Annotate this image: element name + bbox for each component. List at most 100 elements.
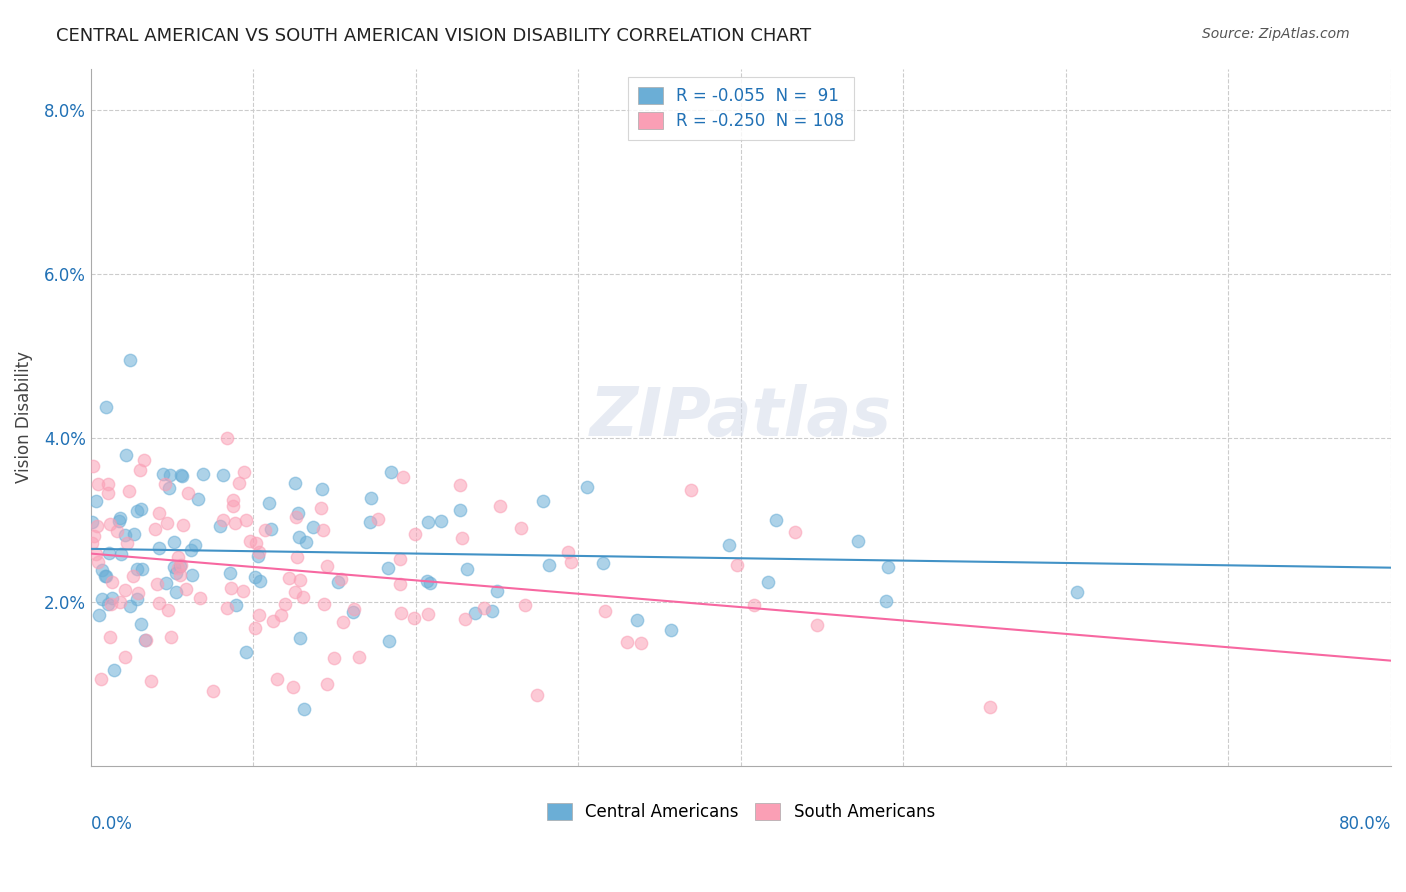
South Americans [392, 470, 415, 484]
Central Americans [218, 566, 240, 581]
Central Americans [246, 549, 269, 563]
South Americans [347, 650, 370, 665]
Central Americans [718, 538, 741, 552]
South Americans [284, 585, 307, 599]
Central Americans [134, 632, 156, 647]
South Americans [322, 650, 344, 665]
South Americans [110, 595, 132, 609]
South Americans [232, 584, 254, 599]
Central Americans [531, 494, 554, 508]
Central Americans [162, 559, 184, 574]
Central Americans [292, 702, 315, 716]
South Americans [489, 500, 512, 514]
Central Americans [110, 548, 132, 562]
Central Americans [360, 491, 382, 505]
South Americans [274, 597, 297, 611]
South Americans [283, 680, 305, 694]
South Americans [367, 512, 389, 526]
South Americans [139, 673, 162, 688]
Text: 0.0%: 0.0% [91, 815, 132, 833]
Central Americans [127, 561, 149, 575]
South Americans [212, 513, 235, 527]
South Americans [122, 569, 145, 583]
South Americans [167, 549, 190, 564]
Central Americans [122, 526, 145, 541]
South Americans [97, 485, 120, 500]
South Americans [132, 452, 155, 467]
South Americans [134, 633, 156, 648]
Central Americans [114, 449, 136, 463]
Central Americans [84, 494, 107, 508]
South Americans [247, 608, 270, 623]
Central Americans [464, 606, 486, 620]
Text: Source: ZipAtlas.com: Source: ZipAtlas.com [1202, 27, 1350, 41]
South Americans [526, 688, 548, 702]
South Americans [146, 577, 169, 591]
Central Americans [208, 519, 231, 533]
South Americans [979, 700, 1001, 714]
Central Americans [359, 516, 381, 530]
Central Americans [118, 352, 141, 367]
Central Americans [311, 482, 333, 496]
South Americans [309, 500, 332, 515]
Central Americans [288, 632, 311, 646]
South Americans [474, 601, 496, 615]
South Americans [513, 598, 536, 612]
Central Americans [257, 496, 280, 510]
Central Americans [131, 561, 153, 575]
South Americans [219, 582, 242, 596]
Central Americans [295, 535, 318, 549]
Central Americans [302, 520, 325, 534]
South Americans [681, 483, 703, 498]
South Americans [114, 582, 136, 597]
South Americans [451, 531, 474, 545]
South Americans [284, 510, 307, 524]
South Americans [114, 649, 136, 664]
South Americans [80, 536, 103, 550]
South Americans [239, 534, 262, 549]
South Americans [312, 597, 335, 611]
South Americans [90, 672, 112, 686]
South Americans [785, 524, 807, 539]
South Americans [177, 486, 200, 500]
South Americans [174, 582, 197, 597]
Central Americans [187, 491, 209, 506]
Central Americans [169, 559, 191, 574]
South Americans [83, 529, 105, 543]
South Americans [169, 567, 191, 582]
South Americans [449, 477, 471, 491]
South Americans [454, 612, 477, 626]
Central Americans [877, 559, 900, 574]
Central Americans [249, 574, 271, 588]
South Americans [82, 458, 104, 473]
South Americans [86, 519, 108, 533]
Text: 80.0%: 80.0% [1339, 815, 1391, 833]
Central Americans [97, 546, 120, 560]
South Americans [148, 506, 170, 520]
Central Americans [90, 592, 112, 607]
South Americans [97, 477, 120, 491]
Central Americans [380, 466, 402, 480]
South Americans [245, 536, 267, 550]
Central Americans [326, 575, 349, 590]
South Americans [224, 516, 246, 530]
Central Americans [108, 515, 131, 529]
Central Americans [169, 468, 191, 483]
South Americans [148, 596, 170, 610]
South Americans [404, 526, 426, 541]
South Americans [107, 524, 129, 539]
Central Americans [172, 469, 194, 483]
South Americans [389, 551, 412, 566]
South Americans [160, 630, 183, 644]
South Americans [100, 597, 122, 611]
South Americans [243, 622, 266, 636]
South Americans [332, 615, 354, 629]
South Americans [215, 600, 238, 615]
Central Americans [415, 574, 437, 589]
Central Americans [287, 506, 309, 520]
South Americans [270, 608, 292, 623]
Central Americans [90, 563, 112, 577]
South Americans [127, 585, 149, 599]
South Americans [418, 607, 440, 622]
Text: CENTRAL AMERICAN VS SOUTH AMERICAN VISION DISABILITY CORRELATION CHART: CENTRAL AMERICAN VS SOUTH AMERICAN VISIO… [56, 27, 811, 45]
